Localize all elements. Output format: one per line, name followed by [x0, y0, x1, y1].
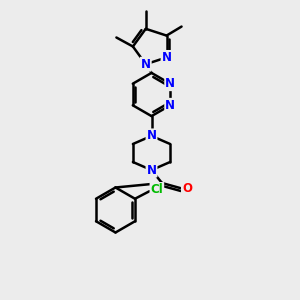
Text: N: N [146, 164, 157, 177]
Text: N: N [141, 58, 151, 71]
Text: N: N [161, 51, 172, 64]
Text: Cl: Cl [151, 183, 163, 196]
Text: N: N [146, 129, 157, 142]
Text: O: O [182, 182, 192, 195]
Text: N: N [165, 77, 175, 90]
Text: N: N [165, 99, 175, 112]
